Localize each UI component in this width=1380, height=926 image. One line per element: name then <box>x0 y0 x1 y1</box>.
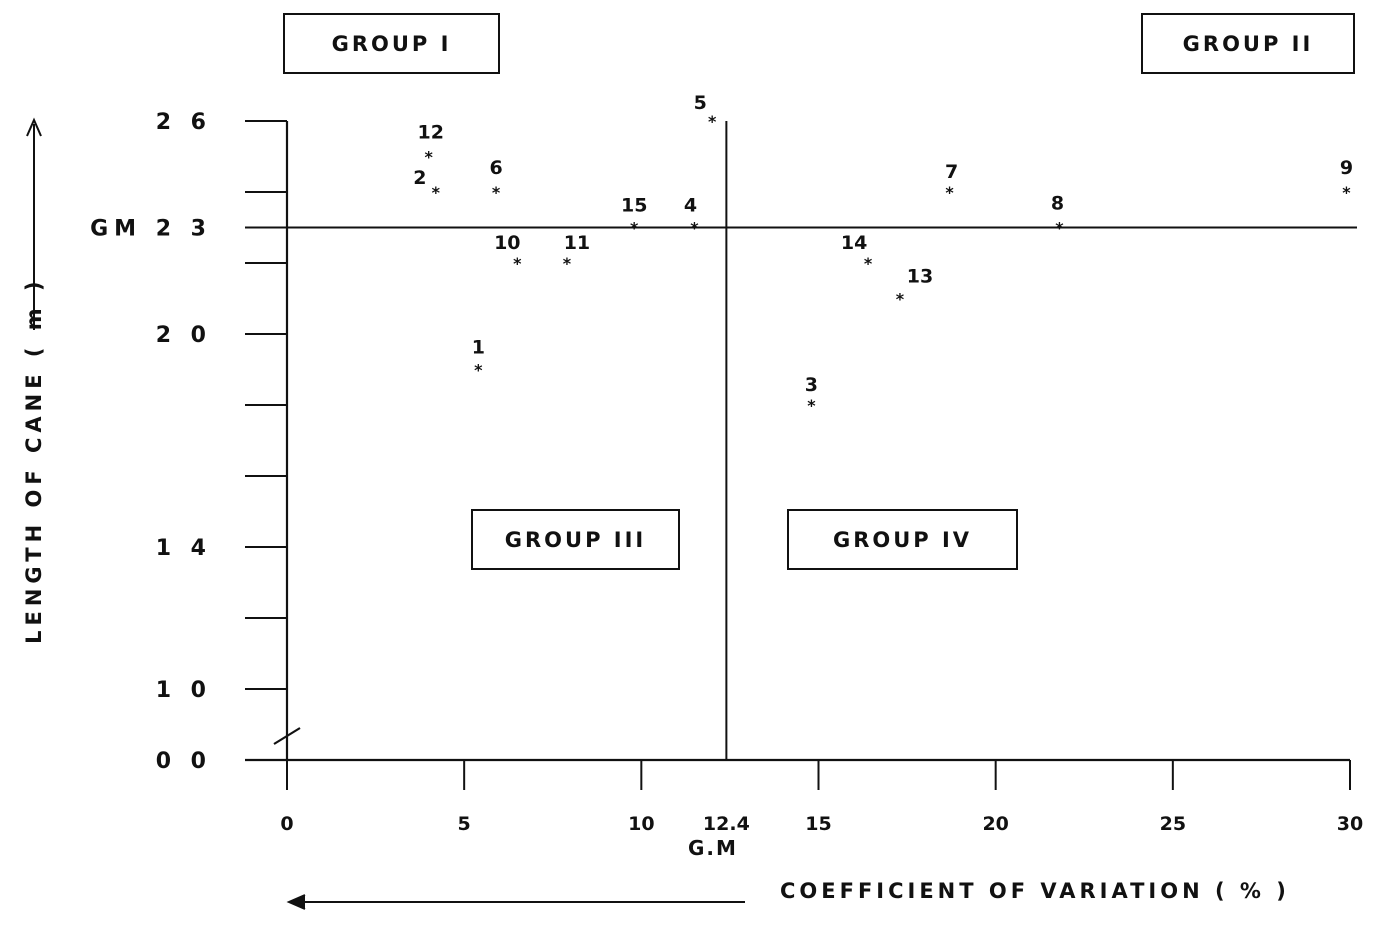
group-4-label: GROUP IV <box>832 527 973 552</box>
y-tick-label: 0 0 <box>156 749 212 774</box>
point-label: 9 <box>1340 157 1353 179</box>
point-label: 1 <box>472 337 485 359</box>
point-marker: * <box>432 183 441 202</box>
point-marker: * <box>1342 183 1351 202</box>
x-gm-label: G.M <box>688 836 738 860</box>
point-label: 5 <box>694 92 707 114</box>
axis-break-mark <box>273 727 301 745</box>
data-point: *1 <box>472 337 485 380</box>
data-point: *7 <box>945 161 958 202</box>
point-marker: * <box>690 219 699 238</box>
data-point: *9 <box>1340 157 1353 202</box>
data-point: *8 <box>1051 193 1064 238</box>
group-2-box: GROUP II <box>1141 13 1355 74</box>
x-tick-label: 25 <box>1160 813 1186 835</box>
group-1-label: GROUP I <box>331 31 452 56</box>
point-label: 10 <box>494 232 520 254</box>
point-marker: * <box>474 361 483 380</box>
point-marker: * <box>945 183 954 202</box>
y-tick-label: 1 4 <box>156 536 212 561</box>
x-tick-label: 30 <box>1337 813 1363 835</box>
group-3-box: GROUP III <box>471 509 680 570</box>
data-point: *4 <box>684 195 699 238</box>
y-tick-label: 1 0 <box>156 678 212 703</box>
data-point: *11 <box>563 232 590 273</box>
point-marker: * <box>1055 219 1064 238</box>
x-tick-label: 20 <box>982 813 1008 835</box>
point-label: 11 <box>564 232 590 254</box>
x-tick-label: 5 <box>458 813 471 835</box>
x-tick-label: 12.4 <box>703 813 750 835</box>
point-marker: * <box>425 148 434 167</box>
point-marker: * <box>864 254 873 273</box>
data-point: *3 <box>805 374 818 415</box>
point-label: 13 <box>907 266 933 288</box>
data-point: *14 <box>841 232 873 273</box>
point-label: 8 <box>1051 193 1064 215</box>
point-marker: * <box>630 219 639 238</box>
point-label: 2 <box>413 167 426 189</box>
axes <box>26 117 1357 910</box>
point-label: 3 <box>805 374 818 396</box>
point-marker: * <box>896 290 905 309</box>
x-tick-label: 15 <box>805 813 831 835</box>
ticks: 0 0 1 0 1 4 2 0 GM 2 3 2 6 0 5 10 12.4 15 20 25 30 <box>90 110 1363 835</box>
y-axis-label: LENGTH OF CANE ( m ) <box>22 276 46 644</box>
data-point: *5 <box>694 92 717 131</box>
y-tick-label: 2 6 <box>156 110 212 135</box>
data-point: *13 <box>896 266 933 309</box>
point-label: 15 <box>621 195 647 217</box>
point-marker: * <box>563 254 572 273</box>
y-tick-label: 2 0 <box>156 323 212 348</box>
group-4-box: GROUP IV <box>787 509 1018 570</box>
y-arrow-head <box>26 117 42 137</box>
x-axis-label: COEFFICIENT OF VARIATION ( % ) <box>780 879 1290 903</box>
point-marker: * <box>513 254 522 273</box>
data-point: *6 <box>489 157 502 202</box>
point-label: 6 <box>489 157 502 179</box>
point-label: 7 <box>945 161 958 183</box>
group-1-box: GROUP I <box>283 13 500 74</box>
data-point: * 12 <box>418 122 444 167</box>
point-label: 4 <box>684 195 697 217</box>
group-3-label: GROUP III <box>504 527 647 552</box>
x-arrow-head <box>286 894 306 910</box>
x-tick-label: 10 <box>628 813 654 835</box>
data-points: *1*2*3*4*5*6*7*8 *9*10*11*12*13*14*15 <box>413 92 1353 415</box>
point-marker: * <box>492 183 501 202</box>
group-2-label: GROUP II <box>1182 31 1314 56</box>
point-label: 14 <box>841 232 867 254</box>
data-point: *10 <box>494 232 522 273</box>
point-marker: * <box>708 112 717 131</box>
x-tick-label: 0 <box>280 813 293 835</box>
point-label: 12 <box>418 122 444 144</box>
data-point: *2 <box>413 167 440 202</box>
point-marker: * <box>807 396 816 415</box>
y-tick-label: GM 2 3 <box>90 217 212 242</box>
data-point: * 15 <box>621 195 647 238</box>
